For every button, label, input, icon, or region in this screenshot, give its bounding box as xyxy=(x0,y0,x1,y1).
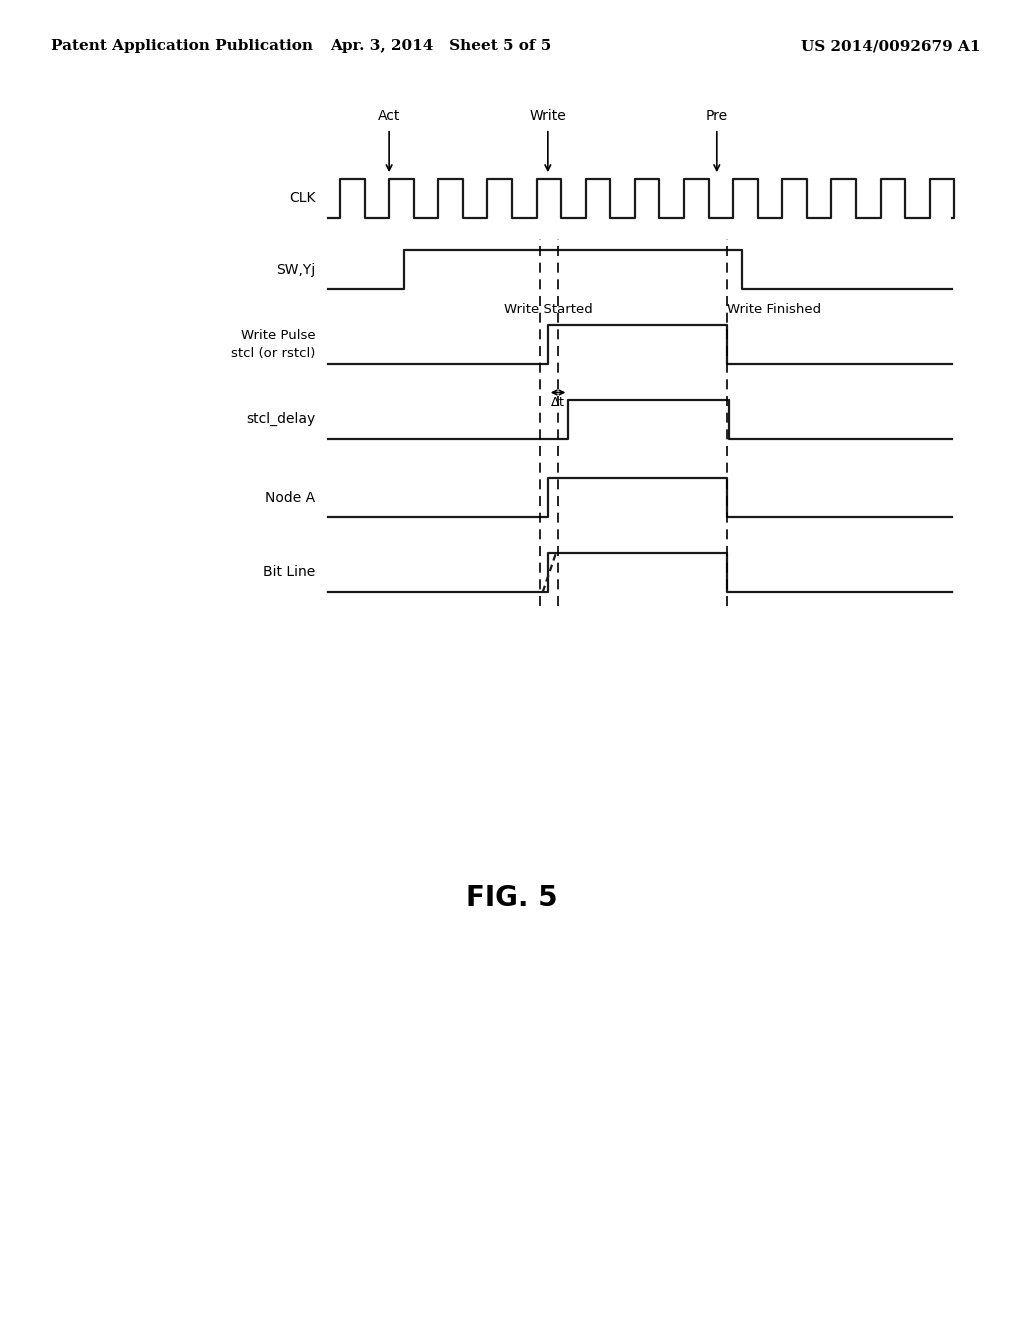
Text: FIG. 5: FIG. 5 xyxy=(466,883,558,912)
Text: Write Started: Write Started xyxy=(505,304,593,317)
Text: Patent Application Publication: Patent Application Publication xyxy=(51,40,313,53)
Text: US 2014/0092679 A1: US 2014/0092679 A1 xyxy=(801,40,981,53)
Text: CLK: CLK xyxy=(289,191,315,206)
Text: $\Delta$t: $\Delta$t xyxy=(551,396,565,409)
Text: stcl_delay: stcl_delay xyxy=(246,412,315,426)
Text: Node A: Node A xyxy=(265,491,315,504)
Text: Act: Act xyxy=(378,110,400,123)
Text: Write Pulse
stcl (or rstcl): Write Pulse stcl (or rstcl) xyxy=(231,329,315,360)
Text: Pre: Pre xyxy=(706,110,728,123)
Text: Apr. 3, 2014   Sheet 5 of 5: Apr. 3, 2014 Sheet 5 of 5 xyxy=(330,40,551,53)
Text: Write: Write xyxy=(529,110,566,123)
Text: Write Finished: Write Finished xyxy=(727,304,821,317)
Text: SW,Yj: SW,Yj xyxy=(276,263,315,277)
Text: Bit Line: Bit Line xyxy=(263,565,315,579)
